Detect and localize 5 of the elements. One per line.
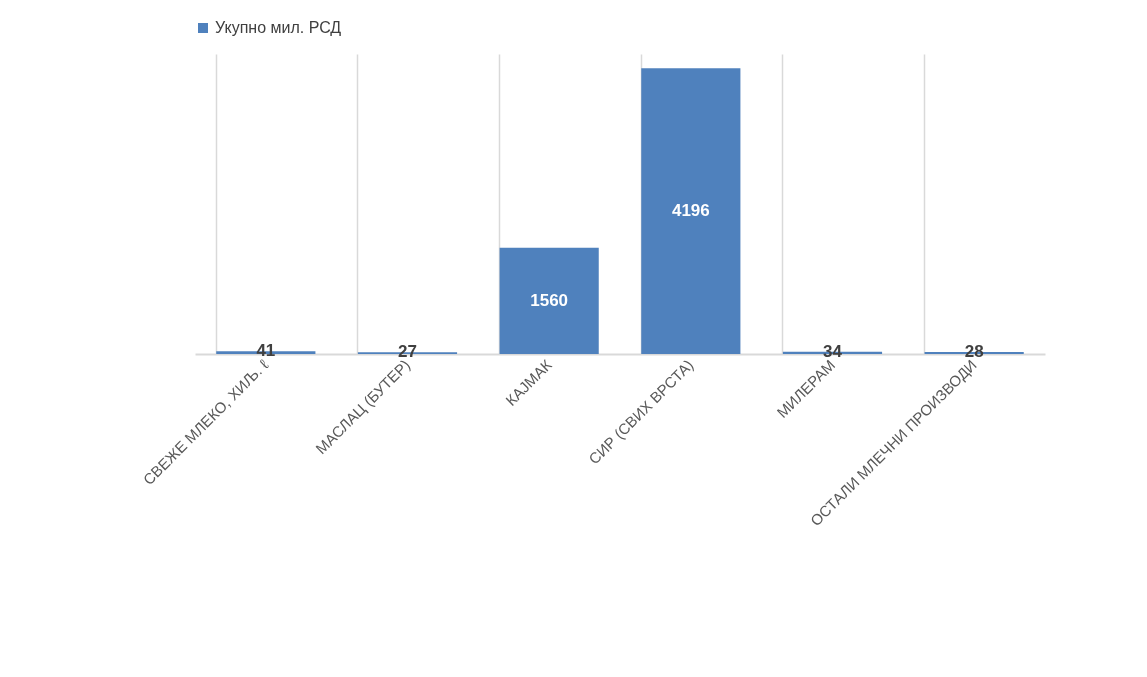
bar (499, 247, 599, 354)
bar (641, 68, 741, 354)
data-label: 1560 (530, 290, 569, 310)
data-label: 4196 (671, 201, 710, 221)
legend-label: Укупно мил. РСД (215, 19, 342, 36)
